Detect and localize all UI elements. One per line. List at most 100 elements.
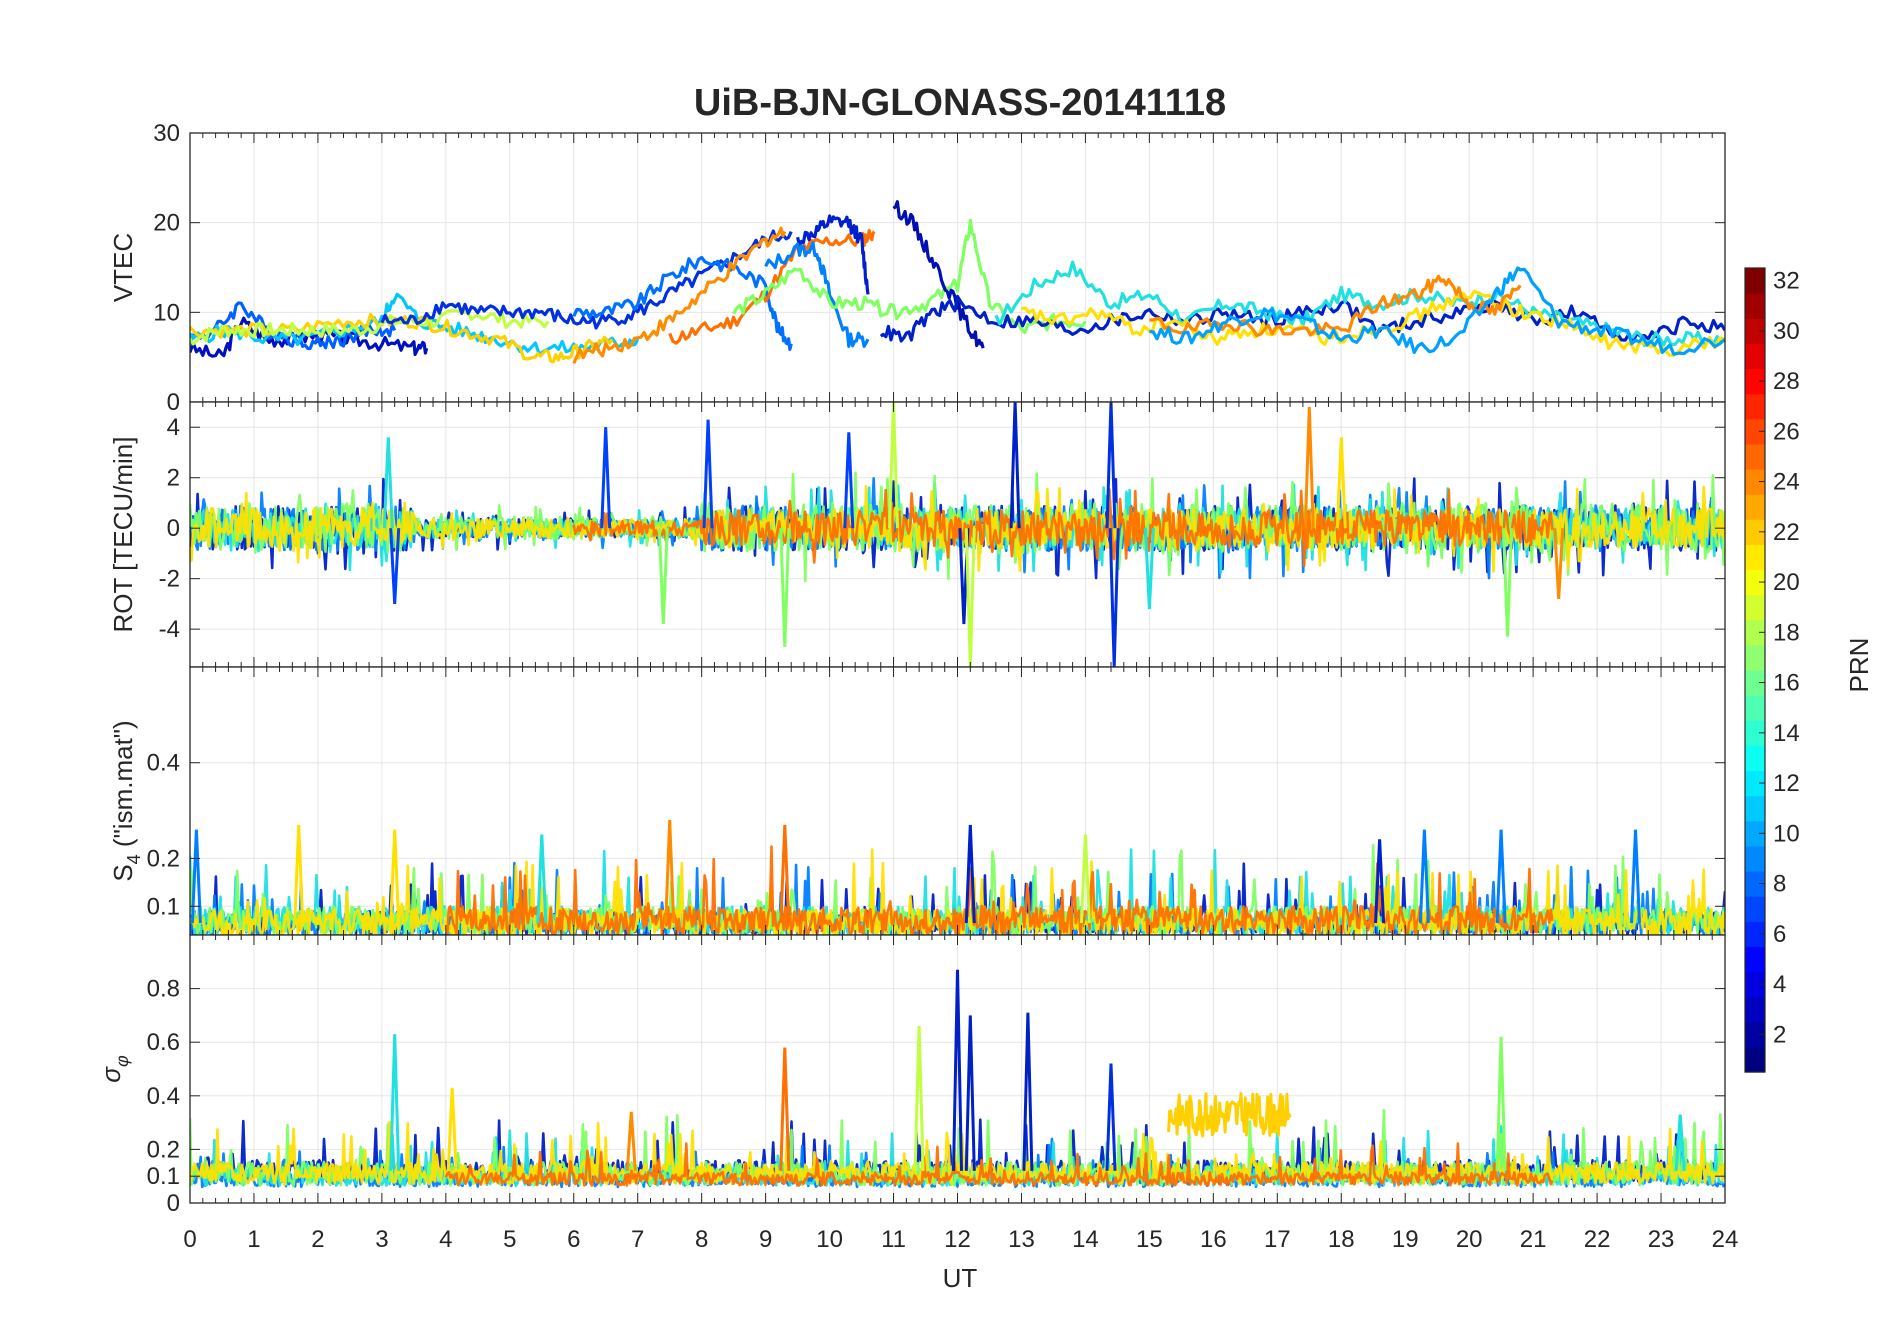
series-spike: [536, 834, 548, 924]
x-tick-label: 10: [816, 1226, 843, 1253]
x-tick-label: 1: [247, 1226, 260, 1253]
series-spike: [1630, 829, 1641, 924]
x-tick-label: 15: [1136, 1226, 1163, 1253]
series-spike: [1502, 528, 1513, 637]
series-spike: [1009, 402, 1021, 529]
colorbar-tick-label: 22: [1773, 519, 1800, 546]
series-spike: [1374, 839, 1386, 924]
y-tick-label: 0.1: [147, 893, 180, 920]
y-tick-label: 0.4: [147, 1083, 180, 1110]
colorbar-tick-label: 2: [1773, 1021, 1786, 1048]
series-spike: [779, 528, 791, 647]
x-tick-label: 9: [759, 1226, 772, 1253]
colorbar-swatch: [1745, 393, 1765, 420]
series-spike: [779, 824, 791, 924]
colorbar-swatch: [1745, 745, 1765, 772]
series-spike: [1418, 829, 1430, 924]
series-spike: [1495, 829, 1507, 924]
y-axis-label: VTEC: [108, 233, 138, 302]
x-tick-label: 22: [1584, 1226, 1611, 1253]
series-spike: [843, 432, 855, 529]
colorbar-swatch: [1745, 695, 1765, 721]
series-group: [190, 969, 1725, 1189]
colorbar-label: PRN: [1844, 638, 1874, 693]
series-line: [572, 487, 1554, 568]
y-tick-label: 0.8: [147, 976, 180, 1003]
series-spike: [1674, 1114, 1686, 1171]
x-tick-label: 11: [881, 1226, 906, 1253]
series-spike: [1079, 834, 1091, 924]
panel-1: 0 10 20 30 VTEC: [108, 120, 1726, 416]
x-tick-label: 2: [311, 1226, 324, 1253]
x-tick-label: 5: [503, 1226, 516, 1253]
series-spike: [964, 824, 976, 924]
colorbar-swatch: [1745, 619, 1765, 646]
colorbar-swatch: [1745, 519, 1765, 545]
colorbar-swatch: [1745, 544, 1765, 571]
colorbar-tick-label: 10: [1773, 820, 1800, 847]
x-tick-label: 3: [375, 1226, 388, 1253]
colorbar-tick-label: 26: [1773, 418, 1800, 445]
colorbar-tick-label: 8: [1773, 871, 1786, 898]
colorbar-swatch: [1745, 921, 1765, 947]
colorbar-tick-label: 16: [1773, 670, 1800, 697]
y-tick-label: 0.4: [147, 750, 180, 777]
colorbar-swatch: [1745, 368, 1765, 395]
vtec-series-line: [572, 226, 787, 365]
series-spike: [964, 1015, 976, 1171]
colorbar-swatch: [1745, 670, 1765, 696]
series-spike: [382, 437, 394, 529]
x-tick-label: 21: [1520, 1226, 1547, 1253]
series-group: [190, 200, 1725, 365]
y-tick-label: 0.2: [147, 845, 180, 872]
series-spike: [964, 528, 976, 667]
colorbar-swatch: [1745, 795, 1765, 822]
colorbar-swatch: [1745, 996, 1765, 1023]
y-tick-label: 0: [167, 1190, 180, 1217]
series-burst: [1167, 1092, 1292, 1138]
colorbar-frame: [1744, 267, 1766, 1073]
y-tick-label: 2: [167, 465, 180, 492]
colorbar-swatch: [1745, 644, 1765, 671]
x-tick-label: 19: [1392, 1226, 1419, 1253]
series-line: [445, 845, 1554, 935]
series-spike: [1105, 402, 1117, 529]
colorbar-swatch: [1745, 494, 1765, 520]
series-spike: [293, 824, 305, 924]
series-spike: [1108, 528, 1120, 667]
series-spike: [657, 528, 669, 625]
colorbar-swatch: [1745, 418, 1765, 445]
vtec-series-line: [190, 312, 614, 364]
y-tick-label: 10: [153, 299, 180, 326]
colorbar-swatch: [1745, 820, 1765, 847]
x-tick-label: 13: [1008, 1226, 1035, 1253]
x-tick-label: 14: [1072, 1226, 1099, 1253]
y-tick-label: -2: [159, 566, 180, 593]
y-axis-label: S4 ("ism.mat"): [108, 720, 144, 881]
colorbar-tick-label: 30: [1773, 318, 1800, 345]
x-tick-label: 18: [1328, 1226, 1355, 1253]
x-tick-label: 8: [695, 1226, 708, 1253]
colorbar-swatch: [1745, 1021, 1765, 1048]
x-tick-label: 6: [567, 1226, 580, 1253]
colorbar-swatch: [1745, 896, 1765, 922]
y-tick-label: 0.1: [147, 1163, 180, 1190]
series-spike: [1303, 406, 1315, 529]
series-spike: [888, 402, 899, 529]
colorbar-swatch: [1745, 293, 1765, 319]
y-axis-label: ROT [TECU/min]: [108, 437, 138, 633]
series-spike: [600, 427, 612, 529]
y-tick-label: 0.6: [147, 1029, 180, 1056]
series-spike: [664, 820, 676, 924]
series-group: [190, 402, 1725, 667]
colorbar-swatch: [1745, 845, 1765, 872]
colorbar-swatch: [1745, 946, 1765, 973]
series-spike: [779, 1047, 791, 1171]
vtec-series-line: [190, 309, 550, 346]
x-tick-label: 17: [1264, 1226, 1291, 1253]
colorbar-tick-label: 28: [1773, 368, 1800, 395]
colorbar-swatch: [1745, 971, 1765, 998]
y-tick-label: 0: [167, 515, 180, 542]
y-axis-label: σφ: [96, 1055, 132, 1083]
